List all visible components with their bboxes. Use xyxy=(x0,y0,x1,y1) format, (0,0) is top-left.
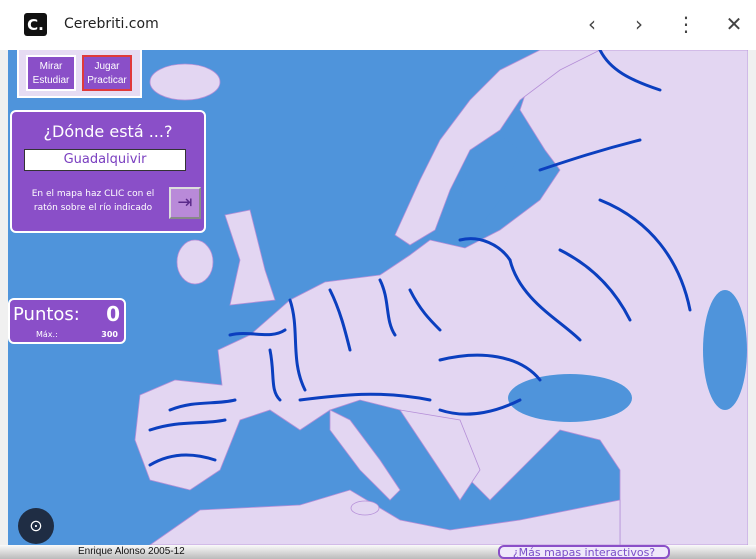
iceland-land[interactable] xyxy=(149,63,221,101)
site-title: Cerebriti.com xyxy=(64,16,159,32)
mode-selector: Mirar Estudiar Jugar Practicar xyxy=(17,50,142,98)
question-panel: ¿Dónde está ...? Guadalquivir En el mapa… xyxy=(10,110,206,233)
play-mode-button[interactable]: Jugar Practicar xyxy=(82,55,132,91)
britain-land[interactable] xyxy=(224,209,276,306)
instruction-text: En el mapa haz CLIC con el ratón sobre e… xyxy=(31,189,155,213)
scandinavia-land[interactable] xyxy=(394,50,601,246)
river[interactable] xyxy=(598,198,692,312)
river[interactable] xyxy=(228,328,287,337)
europe-map[interactable] xyxy=(8,50,748,545)
target-river: Guadalquivir xyxy=(24,149,186,171)
close-icon[interactable]: ✕ xyxy=(725,12,743,36)
question-title: ¿Dónde está ...? xyxy=(43,122,173,141)
river[interactable] xyxy=(148,453,217,467)
rivers xyxy=(148,50,692,467)
river[interactable] xyxy=(408,288,442,332)
river[interactable] xyxy=(438,353,542,382)
study-mode-button[interactable]: Mirar Estudiar xyxy=(26,55,76,91)
game-stage: Mirar Estudiar Jugar Practicar ¿Dónde es… xyxy=(0,50,756,545)
river[interactable] xyxy=(148,418,227,432)
ireland-land[interactable] xyxy=(176,239,214,285)
river[interactable] xyxy=(298,392,432,402)
river[interactable] xyxy=(508,258,582,342)
caspian-sea xyxy=(703,290,747,410)
more-maps-link[interactable]: ¿Más mapas interactivos? xyxy=(498,545,670,559)
max-value: 300 xyxy=(101,330,118,339)
balkans-land[interactable] xyxy=(399,409,481,501)
north-africa-land[interactable] xyxy=(149,489,621,545)
river[interactable] xyxy=(458,237,512,262)
more-vert-icon[interactable]: ⋮ xyxy=(676,12,696,36)
score-value: 0 xyxy=(106,302,120,326)
black-sea xyxy=(508,374,632,422)
sicily-land[interactable] xyxy=(350,500,380,516)
google-lens-icon[interactable]: ⊙ xyxy=(18,508,54,544)
river[interactable] xyxy=(558,248,632,322)
river[interactable] xyxy=(328,288,352,352)
max-label: Máx.: xyxy=(36,330,58,339)
river[interactable] xyxy=(598,50,662,92)
browser-header: C. Cerebriti.com ‹ › ⋮ ✕ xyxy=(0,0,756,50)
continent-land[interactable] xyxy=(134,50,748,545)
site-logo: C. xyxy=(24,13,47,36)
chevron-left-icon[interactable]: ‹ xyxy=(588,12,596,36)
river[interactable] xyxy=(438,398,522,416)
author-credit: Enrique Alonso 2005-12 xyxy=(78,546,185,557)
exit-door-icon[interactable]: ⇥ xyxy=(169,187,201,219)
river[interactable] xyxy=(268,348,282,402)
italy-land[interactable] xyxy=(329,409,401,501)
score-label: Puntos: xyxy=(13,304,80,325)
chevron-right-icon[interactable]: › xyxy=(635,12,643,36)
score-panel: Puntos: 0 Máx.: 300 xyxy=(8,298,126,344)
river[interactable] xyxy=(378,278,397,337)
river[interactable] xyxy=(168,398,237,412)
baltic-sea xyxy=(440,135,520,240)
footer-bar: Enrique Alonso 2005-12 ¿Más mapas intera… xyxy=(0,545,756,559)
river[interactable] xyxy=(288,298,307,392)
river[interactable] xyxy=(538,138,642,172)
